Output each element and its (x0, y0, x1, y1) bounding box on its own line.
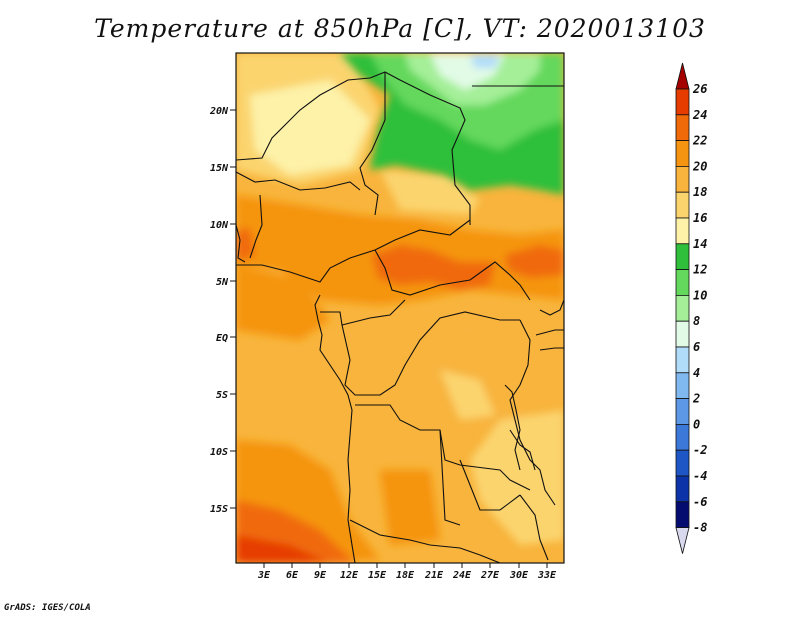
lat-label: 10N (210, 220, 229, 231)
colorbar-label: -6 (693, 495, 707, 509)
colorbar-segment (675, 294, 690, 322)
lat-label: 15N (210, 163, 229, 174)
colorbar-segment (675, 423, 690, 451)
map-frame (235, 52, 565, 564)
colorbar-label: 16 (693, 211, 707, 225)
lat-axis: 20N 15N 10N 5N EQ 5S 10S 15S (209, 106, 236, 515)
lat-label: 5N (216, 277, 229, 288)
lon-label: 18E (396, 570, 415, 581)
lon-axis: 3E 6E 9E 12E 15E 18E 21E 24E 27E 30E 33E (257, 563, 557, 581)
colorbar-segment (675, 217, 690, 245)
colorbar-segment (675, 346, 690, 374)
colorbar-segment (675, 320, 690, 348)
colorbar-label: 4 (693, 366, 700, 380)
lat-label: EQ (216, 333, 228, 344)
colorbar-segment (675, 398, 690, 425)
map-title: Temperature at 850hPa [C], VT: 202001310… (94, 14, 706, 43)
lat-label: 10S (210, 447, 228, 458)
colorbar-segment (675, 165, 690, 193)
lon-label: 15E (368, 570, 387, 581)
colorbar-label: 10 (693, 288, 707, 302)
lon-label: 30E (509, 570, 529, 581)
colorbar-segment (675, 372, 690, 399)
lon-label: 24E (452, 570, 472, 581)
colorbar-segment (675, 140, 690, 167)
lon-label: 6E (286, 570, 299, 581)
colorbar-label: 2 (692, 392, 700, 406)
colorbar-segment (675, 88, 690, 116)
lon-label: 12E (340, 570, 359, 581)
lat-label: 15S (210, 504, 228, 515)
colorbar-bottom-triangle (675, 527, 690, 554)
colorbar-top-triangle (675, 62, 690, 90)
colorbar-label: 20 (692, 159, 707, 173)
lat-label: 20N (209, 106, 229, 117)
colorbar-segment (675, 475, 690, 503)
colorbar-label: -4 (693, 469, 707, 483)
colorbar-label: 26 (692, 82, 707, 96)
colorbar-label: 0 (693, 417, 700, 431)
country-borders (236, 71, 564, 563)
lon-label: 33E (537, 570, 557, 581)
temperature-field (236, 53, 564, 563)
colorbar-segment (675, 449, 690, 477)
colorbar-label: 22 (692, 134, 707, 148)
lon-label: 21E (424, 570, 444, 581)
colorbar-label: 18 (693, 185, 707, 199)
colorbar-label: 14 (693, 237, 707, 251)
lon-label: 9E (314, 570, 327, 581)
credit-text: GrADS: IGES/COLA (4, 603, 91, 613)
colorbar-label: 12 (693, 263, 707, 277)
colorbar-label: -2 (693, 443, 707, 457)
lat-label: 5S (216, 390, 228, 401)
colorbar-label: 24 (692, 108, 707, 122)
colorbar-segment (675, 501, 690, 528)
colorbar-segment (675, 191, 690, 219)
lon-label: 27E (480, 570, 500, 581)
colorbar-segment (675, 269, 690, 296)
colorbar-label: -8 (693, 521, 707, 535)
colorbar-label: 8 (693, 314, 700, 328)
colorbar-segment (675, 114, 690, 142)
colorbar-label: 6 (693, 340, 700, 354)
colorbar-segment (675, 243, 690, 271)
lon-label: 3E (257, 570, 271, 581)
